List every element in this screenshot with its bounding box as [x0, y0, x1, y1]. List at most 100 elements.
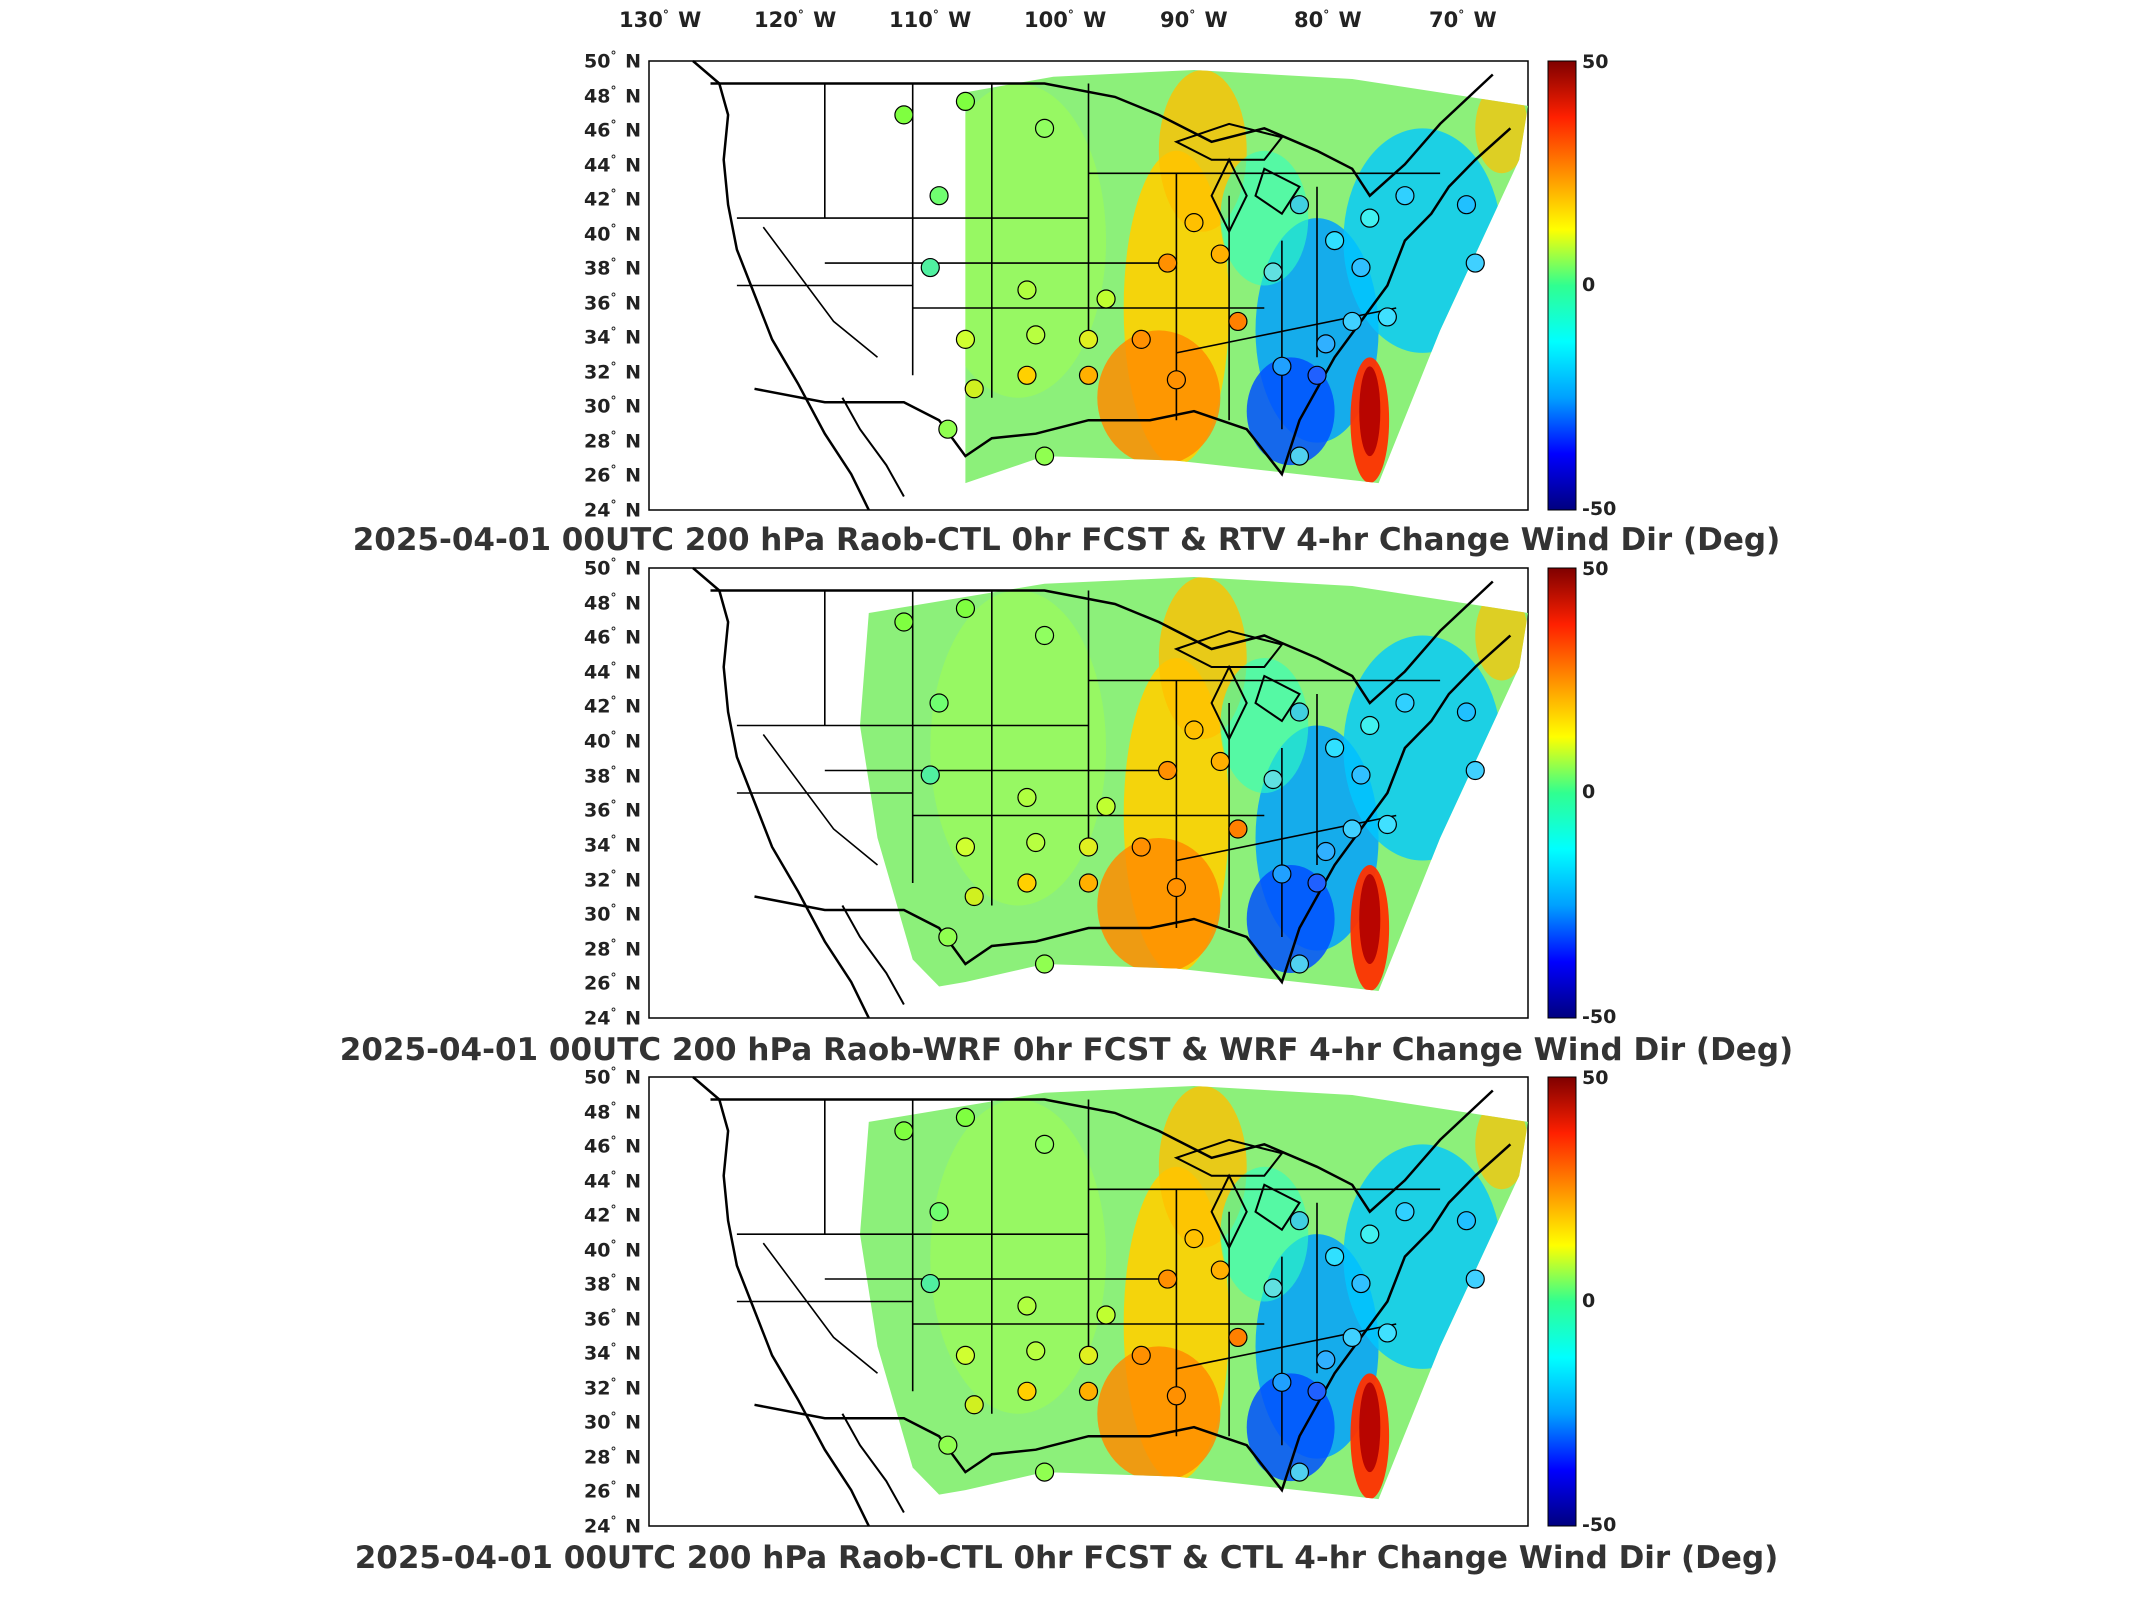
raob-station-marker [1272, 864, 1292, 884]
baja-coastline [841, 905, 905, 1005]
raob-station-marker [955, 598, 976, 619]
north-border [710, 580, 1494, 705]
raob-station-marker [1026, 325, 1046, 345]
raob-station-marker [1289, 954, 1310, 974]
raob-station-marker [1228, 311, 1248, 332]
field-region [1097, 1346, 1221, 1482]
great-lake [1173, 122, 1284, 161]
raob-station-marker [1026, 832, 1046, 853]
raob-station-marker [1131, 837, 1151, 857]
lon-tick-label: 130° W [619, 8, 702, 32]
field-region [1359, 874, 1381, 964]
lat-tick-label: 46° N [584, 118, 641, 142]
raob-station-marker [1184, 1229, 1204, 1249]
raob-station-marker [1307, 365, 1327, 385]
raob-station-marker [1289, 1462, 1310, 1482]
field-region [1475, 83, 1528, 174]
field-region [1220, 658, 1309, 793]
lat-tick-label: 46° N [584, 1134, 641, 1158]
lat-tick-label: 40° N [584, 729, 641, 753]
field-region [1475, 590, 1528, 681]
raob-station-marker [929, 1202, 949, 1222]
lat-tick-label: 34° N [584, 325, 641, 349]
raob-station-marker [1078, 1381, 1099, 1401]
panel-title: 2025-04-01 00UTC 200 hPa Raob-CTL 0hr FC… [354, 1540, 1779, 1576]
lon-tick-label: 100° W [1024, 8, 1107, 32]
lat-tick-label: 26° N [584, 1479, 641, 1503]
lat-tick-label: 36° N [584, 798, 641, 822]
raob-station-marker [1377, 307, 1397, 327]
raob-station-marker [1456, 195, 1477, 215]
lat-tick-label: 42° N [584, 694, 641, 718]
raob-station-marker [1395, 693, 1415, 713]
raob-station-marker [1017, 365, 1037, 385]
lat-tick-label: 26° N [584, 971, 641, 995]
raob-station-marker [955, 1345, 976, 1365]
raob-station-marker [955, 91, 976, 112]
raob-station-marker [1360, 1224, 1380, 1244]
north-border [710, 1089, 1494, 1214]
raob-station-marker [964, 1395, 984, 1415]
field-region [1220, 150, 1309, 286]
raob-station-marker [1465, 253, 1485, 273]
raob-station-marker [1289, 702, 1310, 722]
wind-direction-field [860, 1086, 1528, 1500]
lat-tick-label: 30° N [584, 1410, 641, 1434]
field-region [1359, 366, 1381, 457]
lat-tick-label: 50° N [584, 556, 641, 580]
raob-station-marker [1360, 208, 1380, 228]
raob-station-marker [1034, 1462, 1055, 1482]
lat-tick-label: 44° N [584, 152, 641, 176]
lat-tick-label: 28° N [584, 1444, 641, 1469]
raob-station-marker [1395, 1202, 1415, 1222]
state-boundary [762, 226, 879, 358]
raob-station-marker [1465, 760, 1485, 781]
lat-tick-label: 48° N [584, 83, 641, 107]
lat-tick-label: 28° N [584, 428, 641, 453]
colorbar-tick-label: 50 [1582, 1067, 1609, 1089]
west-coastline [692, 1076, 870, 1527]
colorbar [1547, 1076, 1577, 1527]
state-boundary [762, 734, 879, 866]
raob-station-marker [1342, 311, 1362, 332]
lat-tick-label: 32° N [584, 1375, 641, 1400]
field-region [1097, 838, 1221, 973]
raob-station-marker [1342, 1327, 1362, 1348]
state-boundary [762, 1242, 879, 1374]
raob-station-marker [1263, 769, 1283, 790]
raob-station-marker [1210, 751, 1230, 772]
lon-tick-label: 120° W [754, 8, 837, 32]
raob-station-marker [964, 886, 984, 907]
west-coastline [692, 60, 870, 511]
raob-station-marker [1078, 365, 1099, 385]
raob-station-marker [1307, 873, 1327, 893]
raob-station-marker [1096, 796, 1116, 817]
field-region [1246, 357, 1335, 466]
raob-station-marker [1096, 289, 1116, 309]
raob-station-marker [938, 419, 958, 439]
field-region [1359, 1382, 1381, 1473]
raob-station-marker [1184, 213, 1204, 233]
raob-station-marker [1289, 195, 1310, 215]
panel-title: 2025-04-01 00UTC 200 hPa Raob-CTL 0hr FC… [352, 522, 1781, 558]
raob-station-marker [1316, 334, 1336, 354]
lat-tick-label: 24° N [584, 1006, 641, 1030]
raob-station-marker [1377, 814, 1397, 835]
great-lake [1210, 1173, 1248, 1250]
lat-tick-label: 34° N [584, 832, 641, 857]
raob-station-marker [1017, 1381, 1037, 1401]
raob-station-marker [1034, 118, 1055, 138]
raob-station-marker [1316, 1350, 1336, 1370]
lat-tick-label: 30° N [584, 902, 641, 926]
lat-tick-label: 46° N [584, 625, 641, 649]
lat-tick-label: 36° N [584, 290, 641, 315]
raob-station-marker [1034, 446, 1055, 466]
field-region [930, 1099, 1107, 1414]
great-lake [1173, 1138, 1284, 1177]
raob-station-marker [1078, 837, 1099, 857]
raob-station-marker [1078, 329, 1099, 349]
raob-station-marker [1158, 760, 1178, 781]
raob-station-marker [920, 257, 940, 278]
